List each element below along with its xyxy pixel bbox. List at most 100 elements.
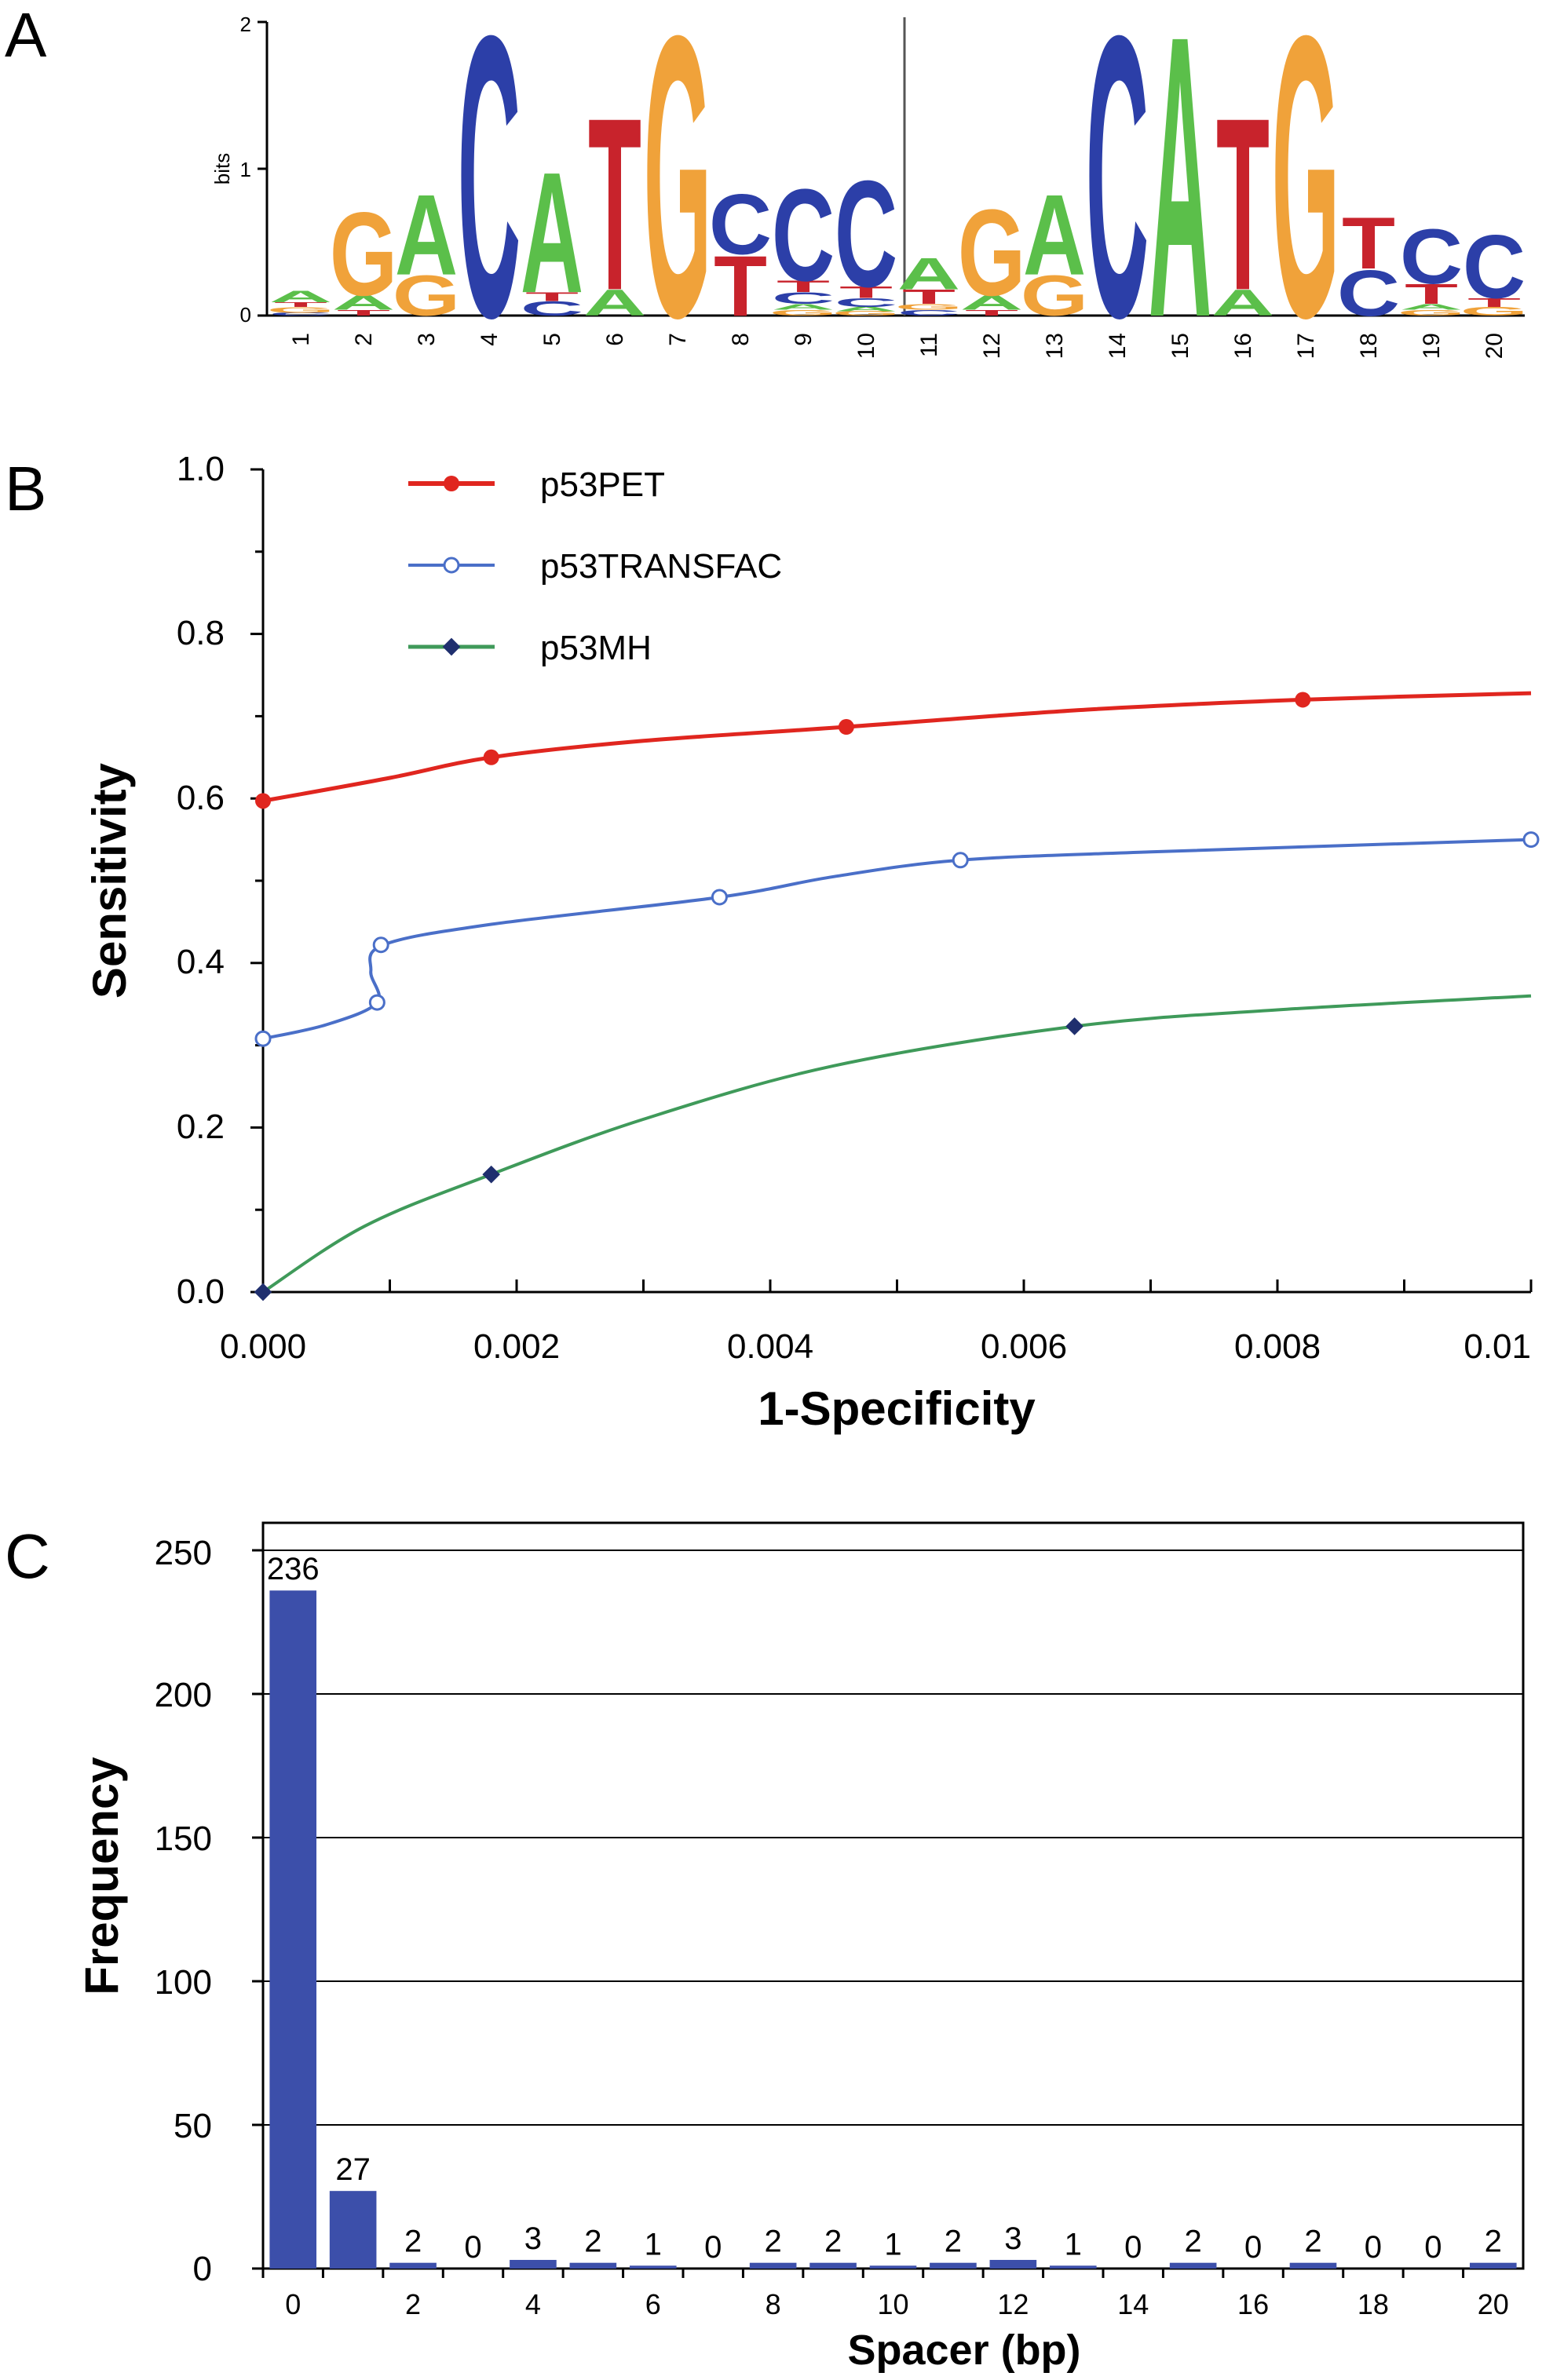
hist-bar-value-label: 1	[1065, 2227, 1082, 2261]
hist-bar-value-label: 1	[884, 2227, 901, 2261]
hist-y-tick-label: 100	[155, 1963, 212, 2002]
logo-position-label: 15	[1168, 333, 1193, 359]
hist-x-tick-label: 14	[1117, 2288, 1149, 2320]
logo-y-tick-label: 1	[240, 158, 251, 181]
roc-point-p53transfac	[372, 936, 389, 954]
logo-letter-pos8-C: C	[709, 177, 772, 272]
hist-bar-value-label: 236	[267, 1552, 320, 1586]
logo-letter-pos2-T: T	[337, 308, 390, 318]
hist-y-tick-label: 200	[155, 1676, 212, 1714]
logo-letter-pos12-T: T	[965, 308, 1018, 318]
panel-label-c: C	[5, 1521, 50, 1591]
hist-bar-9	[809, 2262, 857, 2269]
hist-x-tick-label: 10	[877, 2288, 908, 2320]
histogram-bars: 236 27 2 0 3 2 1 0 2 2 1 2 3 1 0 2 0 2 0 0 2	[267, 1552, 1517, 2269]
roc-line-p53pet	[262, 691, 1532, 803]
roc-line-p53transfac	[262, 838, 1532, 1041]
legend-label-p53mh: p53MH	[540, 629, 652, 667]
hist-y-axis-label: Frequency	[75, 1757, 128, 1995]
roc-point-p53transfac	[711, 889, 728, 906]
legend-marker-p53mh	[442, 637, 461, 656]
logo-letter-pos12-G: G	[958, 184, 1025, 321]
hist-bar-value-label: 0	[1365, 2230, 1382, 2265]
logo-position-labels: 1 2 3 4 5 6 7 8 9 10 11 12 13 14 15 16 17 18 19 20	[288, 333, 1507, 359]
hist-bar-10	[869, 2265, 917, 2269]
hist-x-tick-label: 18	[1358, 2288, 1389, 2320]
roc-x-tick-label: 0.002	[473, 1327, 560, 1366]
roc-point-p53transfac	[1522, 831, 1540, 849]
hist-bar-value-label: 2	[824, 2225, 842, 2259]
roc-point-p53transfac	[254, 1030, 272, 1047]
hist-bar-13	[1049, 2265, 1097, 2269]
legend-label-p53pet: p53PET	[540, 465, 665, 504]
logo-letter-pos11-C: C	[897, 308, 960, 318]
roc-line-p53mh	[261, 994, 1532, 1294]
logo-letter-pos20-T: T	[1467, 296, 1521, 310]
hist-bar-value-label: 0	[464, 2230, 481, 2265]
logo-letter-pos5-T: T	[525, 290, 579, 304]
roc-point-p53pet	[255, 793, 271, 809]
logo-letter-pos5-C: C	[521, 298, 583, 320]
hist-bar-1	[329, 2191, 377, 2269]
logo-letter-pos14-C: C	[1086, 0, 1149, 401]
hist-bar-12	[989, 2260, 1037, 2269]
logo-letter-pos9-G: G	[769, 308, 837, 318]
hist-bar-value-label: 0	[1124, 2230, 1142, 2265]
logo-letter-pos6-A: A	[583, 283, 646, 323]
logo-letter-pos9-C: C	[772, 289, 835, 307]
logo-letter-pos10-G: G	[832, 310, 900, 317]
hist-bar-value-label: 2	[1485, 2225, 1502, 2259]
logo-letter-pos10-C: C	[835, 149, 897, 319]
hist-x-tick-label: 0	[285, 2288, 301, 2320]
logo-position-label: 18	[1356, 333, 1382, 359]
roc-y-tick-label: 0.8	[177, 614, 225, 652]
roc-legend: p53PET p53TRANSFAC p53MH	[408, 465, 782, 667]
roc-ticks	[250, 468, 1533, 1294]
logo-position-label: 12	[979, 333, 1005, 359]
logo-letter-pos9-A: A	[772, 302, 835, 312]
logo-position-label: 17	[1293, 333, 1319, 359]
logo-letter-pos18-C: C	[1337, 256, 1400, 330]
logo-letter-pos1-C: C	[269, 312, 332, 316]
hist-x-tick-label: 8	[766, 2288, 781, 2320]
logo-position-label: 20	[1482, 333, 1507, 359]
hist-y-tick-label: 50	[174, 2107, 212, 2145]
logo-letter-pos16-T: T	[1216, 66, 1270, 341]
hist-bar-value-label: 3	[1004, 2221, 1021, 2256]
hist-bar-value-label: 27	[335, 2152, 371, 2187]
logo-letter-pos1-A: A	[269, 287, 332, 305]
hist-y-tick-label: 150	[155, 1820, 212, 1858]
roc-y-tick-label: 0.0	[177, 1272, 225, 1311]
logo-letter-pos4-C: C	[458, 0, 521, 401]
hist-bar-value-label: 0	[1244, 2230, 1262, 2265]
logo-letter-pos18-T: T	[1342, 202, 1395, 284]
logo-letter-pos19-A: A	[1400, 302, 1463, 312]
logo-letter-pos19-G: G	[1398, 308, 1465, 318]
logo-letter-pos2-G: G	[330, 188, 397, 321]
hist-bar-value-label: 2	[945, 2225, 962, 2259]
logo-position-label: 14	[1105, 333, 1131, 359]
logo-letter-pos2-A: A	[332, 291, 395, 314]
logo-letter-pos19-C: C	[1400, 214, 1463, 300]
roc-point-p53pet	[1295, 692, 1311, 708]
logo-letter-pos10-C: C	[835, 296, 897, 310]
hist-bar-value-label: 2	[404, 2225, 422, 2259]
logo-position-label: 7	[665, 333, 691, 346]
logo-position-label: 1	[288, 333, 314, 346]
hist-y-tick-label: 0	[193, 2250, 212, 2288]
hist-bar-0	[269, 1590, 317, 2269]
logo-position-label: 11	[916, 333, 942, 357]
logo-letter-pos15-A: A	[1149, 0, 1211, 401]
histogram-x-tick-labels: 0 2 4 6 8 10 12 14 16 18 20	[261, 2269, 1509, 2320]
logo-letter-pos20-C: C	[1463, 217, 1526, 317]
roc-x-tick-label: 0.006	[981, 1327, 1067, 1366]
logo-letter-pos13-A: A	[1023, 170, 1086, 299]
legend-marker-p53transfac	[443, 557, 460, 574]
logo-letter-pos16-A: A	[1211, 283, 1274, 323]
logo-letter-pos5-A: A	[521, 137, 583, 329]
histogram-gridlines	[252, 1549, 1523, 2270]
logo-position-label: 6	[602, 333, 628, 346]
logo-position-label: 2	[351, 333, 377, 346]
